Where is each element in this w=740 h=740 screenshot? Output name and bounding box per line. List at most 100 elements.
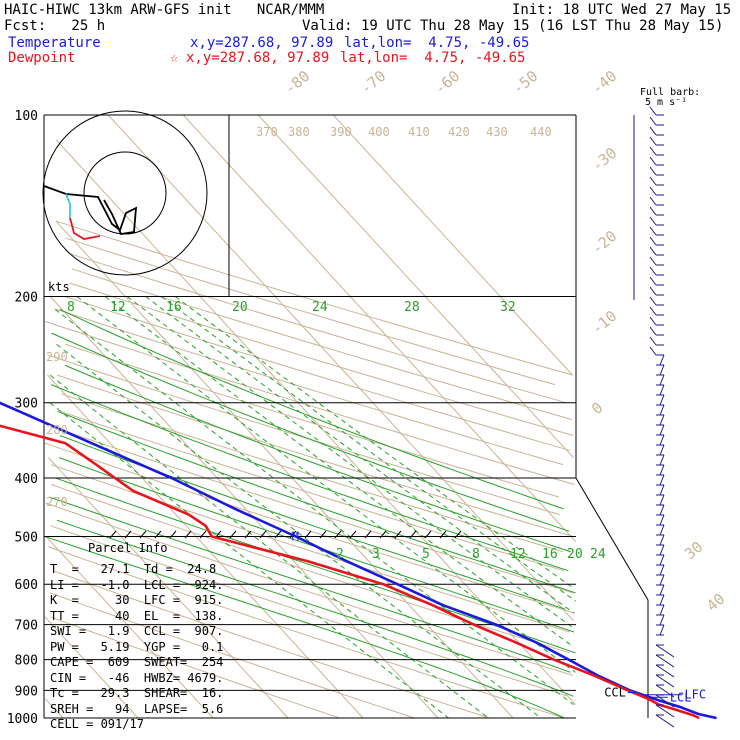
isotherm-label: -60 [431,67,463,98]
dewpoint-point [211,535,213,538]
temperature-point [170,477,173,479]
sounding-series [0,401,717,720]
wind-barb-flag [655,654,675,668]
wind-barb-title: Full barb: [640,87,700,98]
temperature-label: Temperature [8,35,101,51]
isotherm-label: -30 [588,144,620,175]
isobar-label: 300 [15,397,38,412]
wind-barb-flag [649,176,657,186]
header-valid: Valid: 19 UTC Thu 28 May 15 (16 LST Thu … [302,18,724,34]
wind-barb-flag [659,514,665,526]
wind-barb-flag [655,674,675,688]
temperature-point [495,624,497,626]
parcel-info-row: T = 27.1 Td = 24.8 [50,562,217,576]
hatch-mark [409,530,417,539]
wind-barb-units: 5 m s⁻¹ [645,97,687,108]
hodograph-units-label: kts [48,280,70,294]
mixing-ratio-lines [44,296,576,719]
wind-barb-flag [649,286,657,296]
isotherm-line [182,114,577,543]
moist-adiabat-line [51,332,570,532]
wind-barb-flag [659,614,665,626]
temperature-point [90,442,92,444]
wind-barb-flag [649,316,657,326]
theta-label: 290 [46,350,68,364]
isobar-label: 400 [15,472,38,487]
dry-adiabat-line [65,237,556,386]
dewpoint-point [473,624,475,626]
wind-barb-flag [659,594,665,606]
isobar-label: 700 [15,619,38,634]
wind-barb-flag [649,196,657,206]
dewpoint-point [647,698,650,700]
wind-barb-flag [649,186,657,196]
hatch-mark [424,530,432,539]
wind-barb-flag [649,236,657,246]
temperature-xy: x,y=287.68, 97.89 [190,35,334,51]
parcel-info-row: PW = 5.19 YGP = 0.1 [50,639,224,654]
mixing-ratio-label: 20 [232,300,248,315]
temperature-point [442,604,444,606]
wind-barb-flag [659,564,665,576]
isobar-label: 100 [15,109,38,124]
wind-barb-flag [649,336,657,346]
mixing-ratio-line [104,296,573,647]
theta-label: 410 [408,125,430,139]
header-forecast: Fcst: 25 h [4,18,106,34]
theta-label: 440 [530,125,552,139]
isotherm-label: -70 [357,67,389,98]
mixing-ratio-label: 24 [590,547,606,562]
dewpoint-point [627,689,629,692]
hatch-mark [124,530,132,539]
wind-barb-flag [659,434,665,446]
mixing-ratio-line [56,343,542,719]
dewpoint-label: Dewpoint [8,50,76,66]
dry-adiabat-line [45,321,575,485]
mixing-ratio-label: 12 [110,300,126,315]
wind-barb-flag [655,704,675,718]
wind-barb-flag [655,684,675,698]
wind-barb-flag [659,454,665,466]
star-icon: ☆ [170,50,179,66]
dry-adiabat-line [45,502,574,676]
dewpoint-point [693,714,695,717]
hodograph-ring-outer [42,110,208,276]
dry-adiabat-line [53,570,490,719]
hatch-mark [199,530,207,539]
theta-label: 400 [368,125,390,139]
dry-adiabat-line [56,220,574,376]
moist-adiabat-line [64,364,571,553]
dry-adiabat-line [49,592,415,719]
hatch-mark [454,530,462,539]
temperature-point [346,560,348,563]
wind-barb-flag [659,554,665,566]
wind-barb-flag [649,256,657,266]
dry-adiabat-line [69,282,574,436]
mixing-ratio-label: 3 [372,547,380,562]
parcel-info-row: SWI = 1.9 CCL = 907. [50,624,224,638]
mixing-ratio-label: 8 [67,300,75,315]
mixing-ratio-label: 16 [166,300,182,315]
mixing-ratio-label: 2 [336,547,344,562]
wind-barb-flag [659,604,665,616]
theta-label: 280 [46,423,68,437]
parcel-info-row: CELL = 091/17 [50,717,144,731]
wind-barb-flag [649,116,657,126]
mixing-ratio-label: 20 [567,547,583,562]
hatch-mark [109,530,117,539]
wind-barb-flag [649,276,657,286]
temperature-point [697,713,700,715]
parcel-info-row: SREH = 94 LAPSE= 5.6 [50,701,224,716]
theta-label: 430 [486,125,508,139]
hodograph-ring-inner [83,151,167,235]
wind-barb-flag [659,364,665,376]
moist-adiabat-line [49,496,571,673]
isotherm-line [48,457,289,719]
isobar-label: 500 [15,530,38,545]
isotherm-line [257,114,574,458]
wind-barb-flag [659,504,665,516]
hatch-mark [364,530,372,539]
isotherm-label: -40 [588,67,620,98]
